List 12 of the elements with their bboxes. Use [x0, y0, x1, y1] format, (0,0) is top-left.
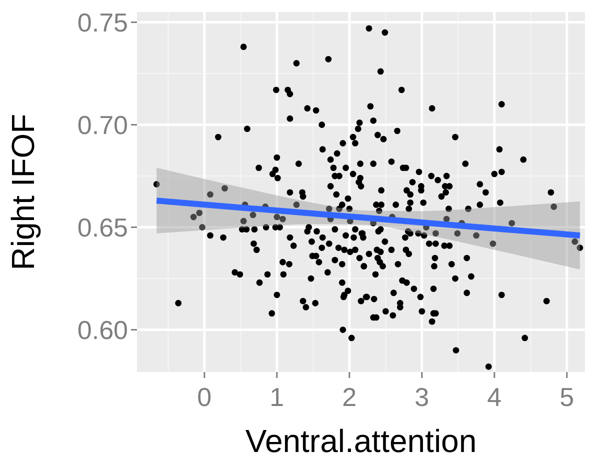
- y-tick-label: 0.70: [77, 110, 128, 140]
- y-tick-label: 0.75: [77, 7, 128, 38]
- x-tick-label: 3: [414, 382, 430, 412]
- x-tick-label: 1: [270, 382, 284, 412]
- x-axis-title: Ventral.attention: [245, 423, 477, 459]
- y-tick-label: 0.65: [77, 212, 128, 242]
- y-axis-title: Right IFOF: [5, 114, 41, 270]
- x-tick-label: 5: [560, 382, 574, 412]
- x-tick-label: 0: [197, 382, 212, 412]
- x-tick-label: 4: [487, 382, 502, 412]
- x-tick-label: 2: [342, 382, 357, 412]
- y-tick-label: 0.60: [77, 314, 128, 345]
